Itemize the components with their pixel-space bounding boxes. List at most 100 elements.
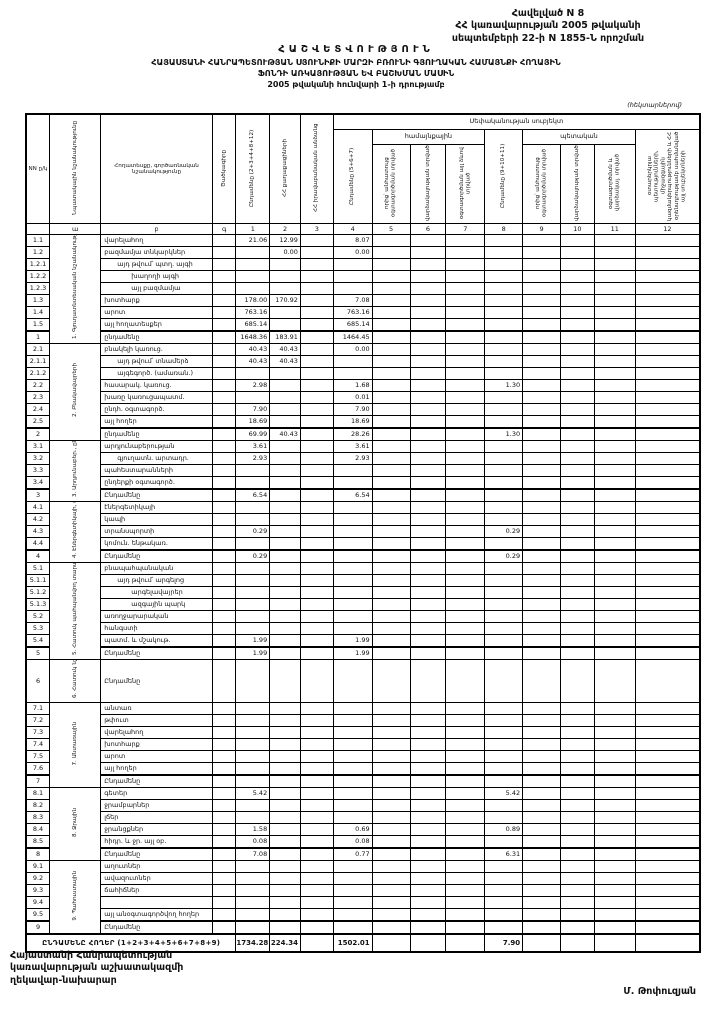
value-cell xyxy=(409,562,447,576)
land-type-cell: ընդամենը xyxy=(100,427,213,442)
value-cell xyxy=(269,488,301,503)
value-cell xyxy=(332,282,373,296)
units-note: (հեկտարներով) xyxy=(627,101,682,109)
value-cell: 0.29 xyxy=(484,525,524,539)
value-cell xyxy=(560,367,595,381)
value-cell xyxy=(269,762,301,776)
value-cell xyxy=(522,860,562,874)
row-number-cell: 8.3 xyxy=(25,811,51,825)
table-row: 9 Ընդամենը xyxy=(25,920,701,935)
code-cell xyxy=(211,799,237,813)
code-cell xyxy=(211,318,237,332)
value-cell xyxy=(269,610,301,624)
value-cell xyxy=(269,549,301,564)
value-cell xyxy=(593,282,636,296)
value-cell xyxy=(634,513,701,527)
value-cell xyxy=(593,513,636,527)
code-cell xyxy=(211,367,237,381)
value-cell xyxy=(445,659,486,704)
row-number-cell: 4.4 xyxy=(25,537,51,551)
value-cell xyxy=(484,391,524,405)
value-cell: 40.43 xyxy=(269,355,301,369)
value-cell xyxy=(409,391,447,405)
value-cell xyxy=(445,246,486,260)
value-cell xyxy=(409,270,447,284)
value-cell xyxy=(409,294,447,308)
value-cell xyxy=(484,738,524,752)
value-cell xyxy=(409,799,447,813)
code-cell xyxy=(211,634,237,648)
land-type-cell: կոմուն. ենթակառ. xyxy=(100,537,213,551)
value-cell xyxy=(299,367,334,381)
value-cell xyxy=(299,476,334,490)
value-cell xyxy=(332,811,373,825)
value-cell xyxy=(634,537,701,551)
value-cell xyxy=(332,908,373,922)
value-cell: 1.30 xyxy=(484,427,524,442)
value-cell xyxy=(634,294,701,308)
code-cell xyxy=(211,464,237,478)
section-label-cell: 1. Գյուղատնտեսական նշանակության xyxy=(49,234,102,345)
land-type-cell: խոտհարք xyxy=(100,738,213,752)
value-cell xyxy=(371,367,411,381)
value-cell xyxy=(332,702,373,716)
value-cell xyxy=(445,234,486,248)
row-number-cell: 9.1 xyxy=(25,860,51,874)
table-row: 8 Ընդամենը 7.08 0.77 6.31 xyxy=(25,847,701,862)
value-cell xyxy=(560,464,595,478)
code-cell xyxy=(211,610,237,624)
value-cell xyxy=(634,549,701,564)
value-cell xyxy=(560,440,595,454)
value-cell xyxy=(634,318,701,332)
value-cell xyxy=(235,270,271,284)
value-cell: 1464.45 xyxy=(332,330,373,345)
value-cell xyxy=(522,659,562,704)
value-cell xyxy=(235,799,271,813)
value-cell xyxy=(371,610,411,624)
value-cell xyxy=(484,403,524,417)
value-cell: 0.89 xyxy=(484,823,524,837)
column-index-cell: 2 xyxy=(269,223,301,236)
value-cell xyxy=(269,367,301,381)
row-number-cell: 1 xyxy=(25,330,51,345)
table-row: 1.2.2 խաղողի այգի xyxy=(25,270,701,284)
value-cell xyxy=(299,403,334,417)
table-row: 9.4 xyxy=(25,896,701,910)
value-cell xyxy=(409,258,447,272)
code-cell xyxy=(211,537,237,551)
row-number-cell: 8.1 xyxy=(25,787,51,801)
value-cell xyxy=(269,318,301,332)
value-cell xyxy=(409,476,447,490)
value-cell xyxy=(409,702,447,716)
land-type-cell: ազգային պարկ xyxy=(100,598,213,612)
value-cell xyxy=(522,823,562,837)
value-cell xyxy=(409,403,447,417)
column-index-cell: բ xyxy=(100,223,213,236)
table-row: 7.1 7. Անտառային անտառ xyxy=(25,702,701,789)
value-cell xyxy=(371,246,411,260)
value-cell xyxy=(484,270,524,284)
signature-name: Մ. Թոփուզյան xyxy=(623,986,696,997)
value-cell xyxy=(445,549,486,564)
value-cell xyxy=(484,646,524,661)
value-cell: 5.42 xyxy=(235,787,271,801)
row-number-cell: 1.2.3 xyxy=(25,282,51,296)
value-cell xyxy=(522,799,562,813)
value-cell xyxy=(269,391,301,405)
land-type-cell: ընդհ. օգտագործ. xyxy=(100,403,213,417)
table-row: 8.3 լճեր xyxy=(25,811,701,825)
table-row: 7.4 խոտհարք xyxy=(25,738,701,752)
value-cell xyxy=(634,476,701,490)
value-cell xyxy=(593,427,636,442)
col-header-code: Ծածկագիրը xyxy=(211,113,237,225)
value-cell xyxy=(484,476,524,490)
column-index-cell: 9 xyxy=(522,223,562,236)
section-label: 8. Ջրային xyxy=(71,807,78,837)
value-cell xyxy=(371,634,411,648)
code-cell xyxy=(211,787,237,801)
value-cell xyxy=(522,427,562,442)
code-cell xyxy=(211,246,237,260)
value-cell xyxy=(409,787,447,801)
value-cell xyxy=(634,355,701,369)
value-cell xyxy=(235,774,271,789)
